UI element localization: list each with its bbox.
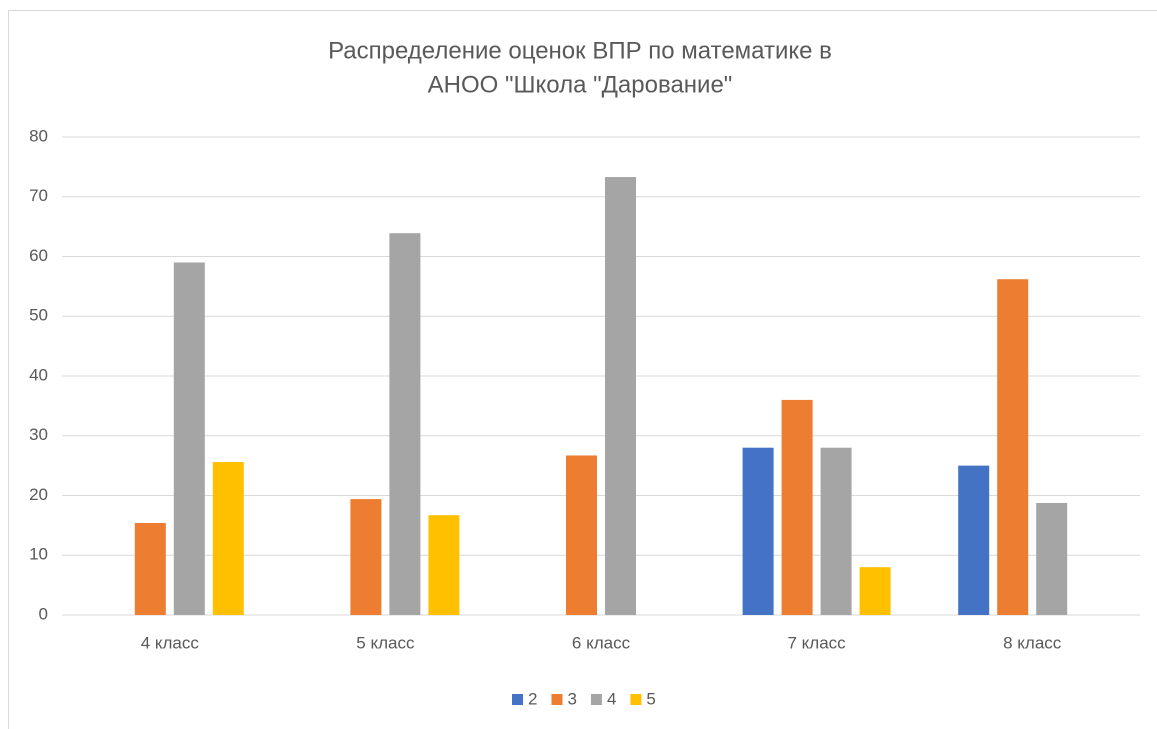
y-tick-label: 50 [29,306,48,325]
x-tick-label: 5 класс [356,633,415,652]
bar [997,279,1029,615]
legend-swatch [512,694,523,705]
bar [859,567,891,615]
y-tick-label: 60 [29,246,48,265]
bar [781,399,813,615]
bar [428,515,460,615]
bar [212,462,244,615]
bar [173,262,205,615]
x-tick-label: 8 класс [1003,633,1062,652]
legend-label: 4 [607,689,616,708]
legend-label: 5 [646,689,655,708]
bar [350,499,382,615]
bar [389,233,421,615]
bar [605,177,636,615]
x-tick-label: 6 класс [572,633,631,652]
bar [566,455,597,615]
y-tick-label: 0 [39,604,48,623]
y-tick-label: 70 [29,186,48,205]
legend-swatch [630,694,642,705]
y-tick-label: 40 [29,365,48,384]
legend-swatch [551,694,563,705]
y-tick-label: 10 [29,545,48,564]
chart-title: АНОО "Школа "Дарование" [428,71,733,98]
bar [742,447,774,615]
bar [820,447,852,615]
y-tick-label: 20 [29,485,48,504]
chart-title: Распределение оценок ВПР по математике в [328,37,832,64]
x-tick-label: 7 класс [788,633,847,652]
y-tick-label: 80 [29,126,48,145]
legend-swatch [590,694,602,705]
bar [958,465,990,615]
legend-label: 2 [528,689,537,708]
legend-label: 3 [567,689,576,708]
bar [134,522,166,615]
y-tick-label: 30 [29,425,48,444]
x-tick-label: 4 класс [141,633,200,652]
bar [1036,502,1068,615]
